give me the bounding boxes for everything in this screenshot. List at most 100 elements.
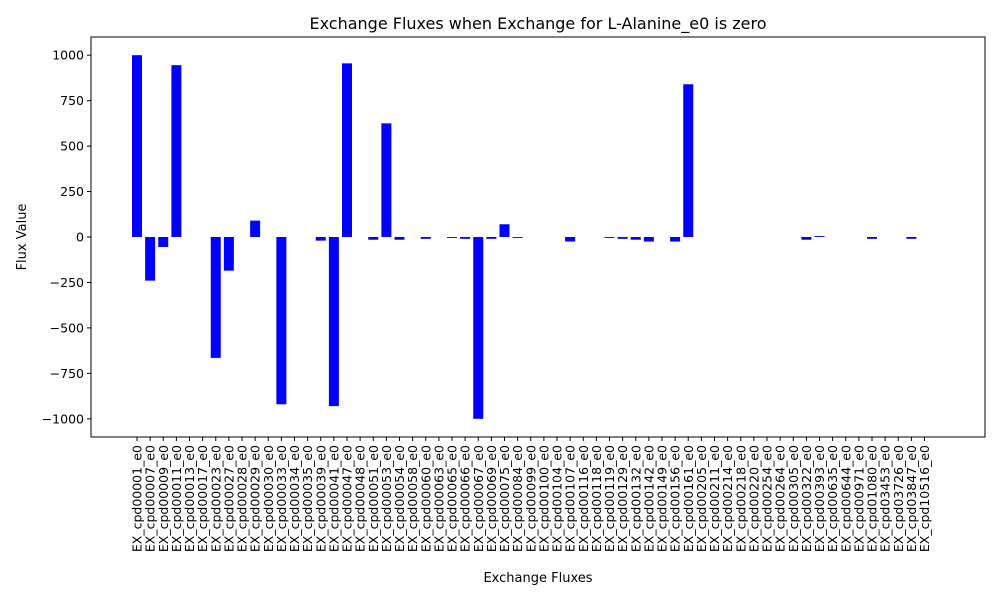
x-tick-label: EX_cpd00030_e0 xyxy=(261,445,276,552)
x-tick-label: EX_cpd00011_e0 xyxy=(169,445,184,552)
x-tick-label: EX_cpd00205_e0 xyxy=(694,445,709,552)
x-tick-label: EX_cpd00063_e0 xyxy=(431,445,446,552)
bar-EX_cpd00041_e0 xyxy=(328,237,339,407)
y-tick-label: −500 xyxy=(50,320,84,335)
x-tick-label: EX_cpd00220_e0 xyxy=(746,445,761,552)
y-tick-label: 1000 xyxy=(52,48,84,63)
bars-group xyxy=(132,55,917,419)
bar-EX_cpd00119_e0 xyxy=(604,237,615,238)
x-tick-label: EX_cpd00048_e0 xyxy=(353,445,368,552)
x-tick-label: EX_cpd03453_e0 xyxy=(878,445,893,552)
y-axis: −1000 −750 −500 −250 0 250 500 750 1000 xyxy=(42,48,91,426)
x-tick-label: EX_cpd00047_e0 xyxy=(340,445,355,552)
bar-EX_cpd00054_e0 xyxy=(394,237,405,240)
bar-EX_cpd00322_e0 xyxy=(801,237,812,240)
x-tick-label: EX_cpd00100_e0 xyxy=(536,445,551,552)
bar-EX_cpd00129_e0 xyxy=(617,237,628,239)
x-tick-label: EX_cpd00051_e0 xyxy=(366,445,381,552)
bar-EX_cpd00075_e0 xyxy=(499,224,510,237)
x-tick-label: EX_cpd00053_e0 xyxy=(379,445,394,552)
x-tick-label: EX_cpd00060_e0 xyxy=(418,445,433,552)
x-tick-label: EX_cpd00013_e0 xyxy=(182,445,197,552)
x-tick-label: EX_cpd00132_e0 xyxy=(628,445,643,552)
x-tick-label: EX_cpd00039_e0 xyxy=(313,445,328,552)
bar-EX_cpd00107_e0 xyxy=(565,237,576,242)
y-tick-label: 0 xyxy=(76,230,84,245)
y-tick-label: 750 xyxy=(60,93,84,108)
x-tick-label: EX_cpd00635_e0 xyxy=(825,445,840,552)
x-tick-label: EX_cpd00393_e0 xyxy=(812,445,827,552)
bar-EX_cpd00132_e0 xyxy=(630,237,641,240)
x-tick-label: EX_cpd00007_e0 xyxy=(143,445,158,552)
x-tick-label: EX_cpd00075_e0 xyxy=(497,445,512,552)
bar-EX_cpd03847_e0 xyxy=(906,237,917,239)
x-tick-label: EX_cpd00099_e0 xyxy=(523,445,538,552)
x-tick-label: EX_cpd00104_e0 xyxy=(550,445,565,552)
x-tick-label: EX_cpd00023_e0 xyxy=(208,445,223,552)
chart-title: Exchange Fluxes when Exchange for L-Alan… xyxy=(310,14,767,34)
y-tick-label: −750 xyxy=(50,366,84,381)
x-tick-label: EX_cpd00054_e0 xyxy=(392,445,407,552)
x-tick-label: EX_cpd00214_e0 xyxy=(720,445,735,552)
y-axis-label: Flux Value xyxy=(15,204,30,271)
x-tick-label: EX_cpd00001_e0 xyxy=(130,445,145,552)
bar-EX_cpd00053_e0 xyxy=(381,123,392,237)
x-tick-label: EX_cpd00009_e0 xyxy=(156,445,171,552)
x-tick-label: EX_cpd00156_e0 xyxy=(668,445,683,552)
bar-EX_cpd00027_e0 xyxy=(223,237,234,271)
bar-EX_cpd00142_e0 xyxy=(643,237,654,242)
bar-EX_cpd00029_e0 xyxy=(250,220,261,237)
bar-EX_cpd00156_e0 xyxy=(670,237,681,242)
bar-EX_cpd00161_e0 xyxy=(683,84,694,237)
bar-EX_cpd00007_e0 xyxy=(145,237,156,281)
x-tick-label: EX_cpd03847_e0 xyxy=(904,445,919,552)
x-tick-label: EX_cpd00211_e0 xyxy=(707,445,722,552)
x-tick-label: EX_cpd00142_e0 xyxy=(641,445,656,552)
x-tick-label: EX_cpd10516_e0 xyxy=(917,445,932,552)
x-tick-label: EX_cpd00029_e0 xyxy=(248,445,263,552)
bar-EX_cpd00065_e0 xyxy=(447,237,457,238)
plot-frame xyxy=(90,36,986,438)
bar-EX_cpd00069_e0 xyxy=(486,237,497,239)
x-tick-label: EX_cpd00149_e0 xyxy=(655,445,670,552)
x-tick-label: EX_cpd00084_e0 xyxy=(510,445,525,552)
x-tick-label: EX_cpd00218_e0 xyxy=(733,445,748,552)
x-tick-label: EX_cpd00264_e0 xyxy=(773,445,788,552)
bar-EX_cpd00060_e0 xyxy=(420,237,431,239)
x-tick-label: EX_cpd00069_e0 xyxy=(484,445,499,552)
x-tick-label: EX_cpd01080_e0 xyxy=(865,445,880,552)
x-axis: EX_cpd00001_e0EX_cpd00007_e0EX_cpd00009_… xyxy=(130,437,932,552)
x-tick-label: EX_cpd00034_e0 xyxy=(287,445,302,552)
x-tick-label: EX_cpd00065_e0 xyxy=(445,445,460,552)
x-tick-label: EX_cpd00161_e0 xyxy=(681,445,696,552)
x-tick-label: EX_cpd00119_e0 xyxy=(602,445,617,552)
bar-EX_cpd00393_e0 xyxy=(814,236,825,237)
bar-EX_cpd00033_e0 xyxy=(276,237,287,405)
x-tick-label: EX_cpd00305_e0 xyxy=(786,445,801,552)
x-tick-label: EX_cpd00107_e0 xyxy=(563,445,578,552)
bar-EX_cpd01080_e0 xyxy=(867,237,877,239)
y-tick-label: 250 xyxy=(60,184,84,199)
x-tick-label: EX_cpd00254_e0 xyxy=(760,445,775,552)
x-tick-label: EX_cpd00971_e0 xyxy=(851,445,866,552)
bar-EX_cpd00084_e0 xyxy=(512,237,523,238)
x-tick-label: EX_cpd03726_e0 xyxy=(891,445,906,552)
bar-EX_cpd00067_e0 xyxy=(473,237,484,419)
x-tick-label: EX_cpd00066_e0 xyxy=(458,445,473,552)
bar-EX_cpd00001_e0 xyxy=(132,55,142,237)
x-tick-label: EX_cpd00322_e0 xyxy=(799,445,814,552)
bar-EX_cpd00011_e0 xyxy=(171,65,182,237)
x-tick-label: EX_cpd00035_e0 xyxy=(300,445,315,552)
x-axis-label: Exchange Fluxes xyxy=(483,571,592,586)
y-tick-label: −1000 xyxy=(42,411,84,426)
bar-EX_cpd00009_e0 xyxy=(158,237,169,247)
x-tick-label: EX_cpd00028_e0 xyxy=(235,445,250,552)
bar-EX_cpd00023_e0 xyxy=(210,237,221,358)
x-tick-label: EX_cpd00067_e0 xyxy=(471,445,486,552)
x-tick-label: EX_cpd00116_e0 xyxy=(576,445,591,552)
bar-EX_cpd00066_e0 xyxy=(460,237,471,239)
bar-EX_cpd00047_e0 xyxy=(342,63,352,238)
x-tick-label: EX_cpd00644_e0 xyxy=(838,445,853,552)
x-tick-label: EX_cpd00017_e0 xyxy=(195,445,210,552)
